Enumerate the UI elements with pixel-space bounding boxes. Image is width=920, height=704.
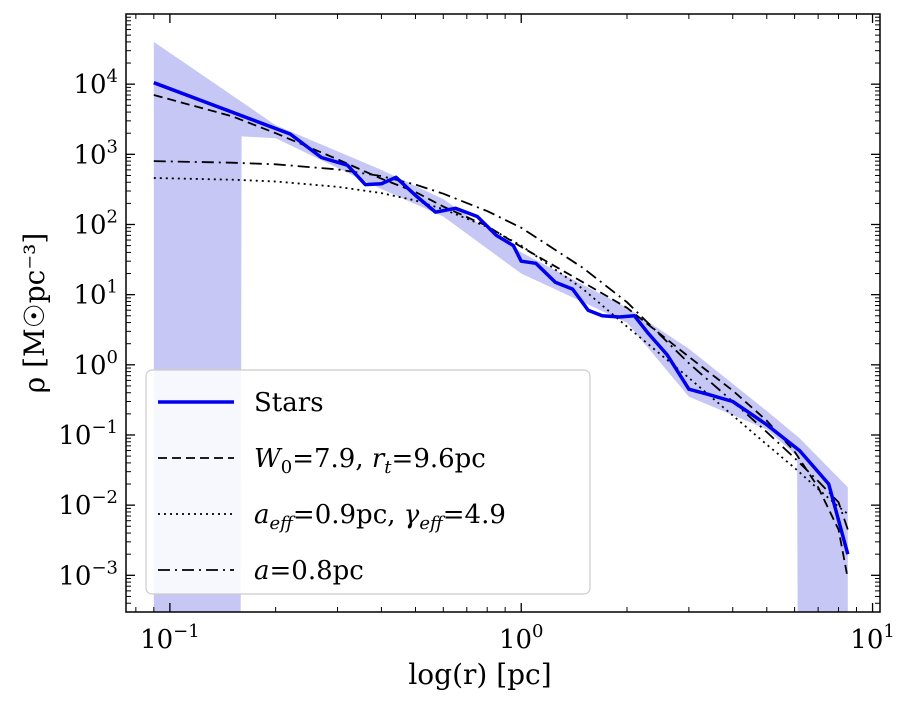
y-tick-label: 102 (73, 206, 118, 240)
series-lines-layer (153, 81, 850, 579)
stars-line (153, 81, 850, 555)
legend-label: aeff=0.9pc, γeff=4.9 (254, 500, 506, 534)
plummer-model-line (153, 160, 849, 530)
plot-frame (125, 13, 881, 613)
x-axis-label: log(r) [pc] (408, 658, 551, 691)
legend-label: W0=7.9, rt=9.6pc (254, 444, 486, 478)
legend-label: Stars (254, 388, 324, 418)
y-tick-label: 103 (73, 136, 118, 170)
x-tick-label: 101 (850, 621, 895, 655)
legend: Stars W0=7.9, rt=9.6pc aeff=0.9pc, γeff=4.… (145, 369, 591, 595)
y-tick-label: 10−2 (58, 487, 118, 521)
y-tick-label: 10−3 (58, 557, 118, 591)
ticks-layer: 10−1 100 101 10−3 10−2 10−1 100 101 102 103 104 (58, 14, 895, 655)
legend-label: a=0.8pc (254, 556, 364, 586)
y-axis-label: ρ [M☉pc⁻³] (18, 233, 51, 394)
y-tick-label: 104 (73, 66, 118, 100)
y-tick-label: 101 (73, 277, 118, 311)
y-tick-label: 100 (73, 347, 118, 381)
y-tick-label: 10−1 (58, 417, 118, 451)
king-model-line (153, 94, 849, 579)
x-tick-label: 100 (499, 621, 544, 655)
x-tick-label: 10−1 (140, 621, 200, 655)
legend-box (145, 369, 591, 595)
